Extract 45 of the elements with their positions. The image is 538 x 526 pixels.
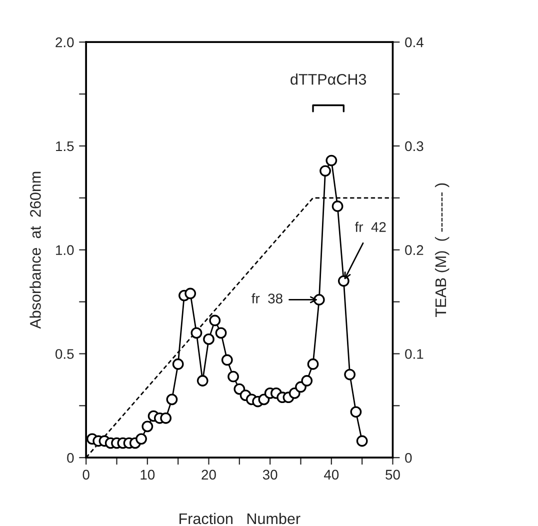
- y-tick-label: 2.0: [56, 37, 74, 48]
- x-tick-label: 50: [386, 470, 400, 480]
- point: [203, 333, 214, 345]
- y2-tick-label: 0.2: [405, 245, 424, 256]
- point: [332, 200, 344, 212]
- y2-tick-label: 0.4: [405, 37, 424, 48]
- point: [184, 288, 196, 300]
- point: [228, 370, 239, 382]
- point: [338, 275, 350, 287]
- point: [301, 375, 313, 386]
- point: [166, 394, 178, 406]
- y2-axis-title: TEAB (M) ( -------- ): [434, 183, 450, 317]
- y2-tick-label: 0.1: [405, 349, 424, 359]
- x-tick-label: 20: [202, 470, 216, 480]
- annotation: dTTPαCH3: [290, 74, 366, 85]
- point: [215, 327, 227, 339]
- point: [320, 165, 331, 177]
- x-axis-title: Fraction Number: [180, 512, 300, 524]
- annotation: fr 38: [252, 293, 282, 304]
- point: [209, 314, 221, 326]
- point: [136, 433, 147, 445]
- point: [307, 358, 319, 370]
- y-axis-title: Absorbance at 260nm: [30, 172, 41, 329]
- y2-tick-label: 0: [405, 452, 412, 463]
- point: [326, 154, 338, 166]
- point: [160, 412, 172, 424]
- y-tick-label: 0: [67, 452, 74, 463]
- y-tick-label: 1.5: [56, 141, 74, 152]
- point: [190, 327, 202, 339]
- y-tick-label: 0.5: [56, 349, 74, 359]
- point: [172, 358, 184, 370]
- point: [356, 435, 368, 447]
- x-tick-label: 10: [140, 470, 155, 480]
- y-tick-label: 1.0: [56, 245, 74, 256]
- point: [350, 406, 362, 418]
- annotation: fr 42: [354, 222, 386, 232]
- point: [221, 354, 233, 366]
- x-tick-label: 0: [82, 470, 90, 480]
- point: [196, 375, 208, 386]
- point: [313, 294, 325, 306]
- y2-tick-label: 0.3: [405, 141, 424, 152]
- point: [142, 420, 154, 432]
- x-tick-label: 40: [324, 470, 339, 480]
- x-tick-label: 30: [262, 470, 278, 480]
- point: [344, 368, 356, 380]
